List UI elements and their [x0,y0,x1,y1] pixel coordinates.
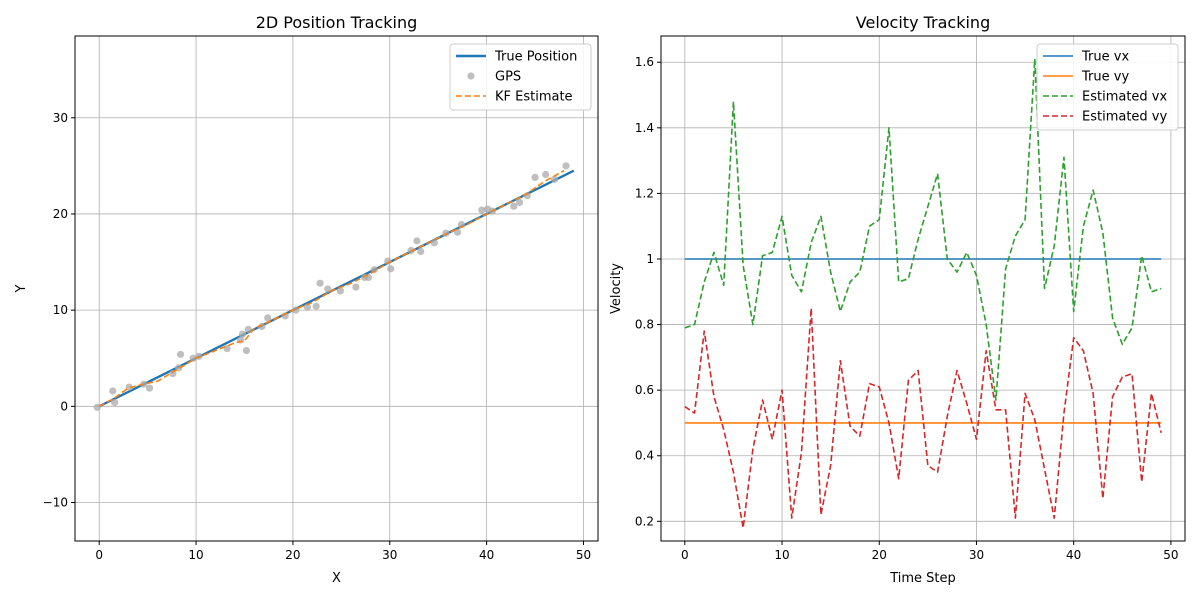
gps-point [176,350,185,358]
gps-legend-marker [467,72,475,80]
gps-point [352,283,360,291]
velocity-x-tick-label: 40 [1066,548,1081,562]
gps-point [292,306,300,314]
velocity-y-axis-label: Velocity [609,263,624,314]
estimated-vy-legend-label: Estimated vy [1082,110,1167,125]
position-legend: True Position GPS KF Estimate [449,43,592,111]
gps-point [312,302,320,310]
position-x-tick-label: 30 [382,548,397,562]
velocity-x-tick-label: 20 [872,548,887,562]
position-y-axis-label: Y [14,284,29,293]
velocity-x-axis-label: Time Step [889,571,956,586]
position-y-tick-label: 20 [53,207,68,221]
gps-point [387,265,395,273]
velocity-legend: True vx True vy Estimated vx Estimated vy [1036,43,1179,131]
gps-point [109,387,117,395]
position-y-tick-label: 30 [53,111,68,125]
velocity-chart: 0 10 20 30 40 50 0.2 0.4 0.6 0.8 1 1.2 1.4 1.6 Veloci… [609,13,1186,586]
velocity-y-tick-label: 1.6 [635,55,654,69]
velocity-x-tick-label: 10 [774,548,789,562]
velocity-y-tick-label: 1.2 [635,186,654,200]
velocity-x-tick-label: 30 [969,548,984,562]
gps-point [316,279,324,287]
gps-point [336,287,344,295]
velocity-y-tick-label: 1 [646,252,654,266]
position-y-tick-label: 10 [53,303,68,317]
gps-point [93,403,101,411]
estimated-vx-legend-label: Estimated vx [1082,90,1167,105]
gps-point [510,202,518,210]
estimated-vx-line [684,58,1162,401]
true-vx-legend-label: True vx [1081,50,1129,65]
position-y-tick-label: 0 [60,399,68,413]
gps-point [258,322,266,331]
position-chart-title: 2D Position Tracking [256,13,418,32]
velocity-y-tick-label: 0.2 [635,514,654,528]
position-x-axis-label: X [332,571,341,586]
gps-point [413,237,421,245]
velocity-x-tick-label: 0 [681,548,689,562]
position-plot-frame [74,35,599,542]
gps-point [125,383,133,391]
position-x-tick-label: 50 [576,548,591,562]
velocity-y-tick-label: 0.6 [635,383,654,397]
gps-point [111,398,119,407]
gps-point [145,384,154,392]
gps-point [238,330,247,338]
gps-point [515,198,524,207]
gps-point [417,247,425,256]
position-x-tick-label: 0 [95,548,103,562]
gps-point [189,354,197,362]
kf-estimate-line [98,169,565,408]
position-legend-box [449,43,592,111]
gps-legend-label: GPS [495,70,521,85]
gps-point [542,170,550,179]
velocity-x-tick-label: 50 [1163,548,1178,562]
gps-point [303,303,312,311]
gps-point [478,206,486,214]
velocity-plot-frame [660,35,1186,542]
gps-point [430,239,438,247]
position-x-tick-label: 20 [285,548,300,562]
gps-point [407,246,415,255]
velocity-y-tick-label: 1.4 [635,121,654,135]
kf-estimate-legend-label: KF Estimate [495,90,573,105]
gps-point [550,175,559,183]
gps-point [244,325,252,333]
gps-point [562,162,570,170]
estimated-vy-line [684,307,1162,529]
position-y-tick-label: −10 [43,496,68,510]
gps-point [242,346,251,355]
position-x-tick-label: 10 [188,548,203,562]
gps-point [324,285,332,293]
gps-point [531,173,539,181]
true-vy-legend-label: True vy [1081,70,1129,85]
velocity-chart-title: Velocity Tracking [856,13,990,32]
gps-point [264,314,272,322]
position-chart: 0 10 20 30 40 50 −10 0 10 20 30 2D Position Tracki… [14,13,599,586]
position-x-tick-label: 40 [479,548,494,562]
velocity-y-tick-label: 0.8 [635,318,654,332]
true-position-legend-label: True Position [494,50,577,65]
velocity-y-tick-label: 0.4 [635,449,654,463]
velocity-legend-box [1036,43,1179,131]
